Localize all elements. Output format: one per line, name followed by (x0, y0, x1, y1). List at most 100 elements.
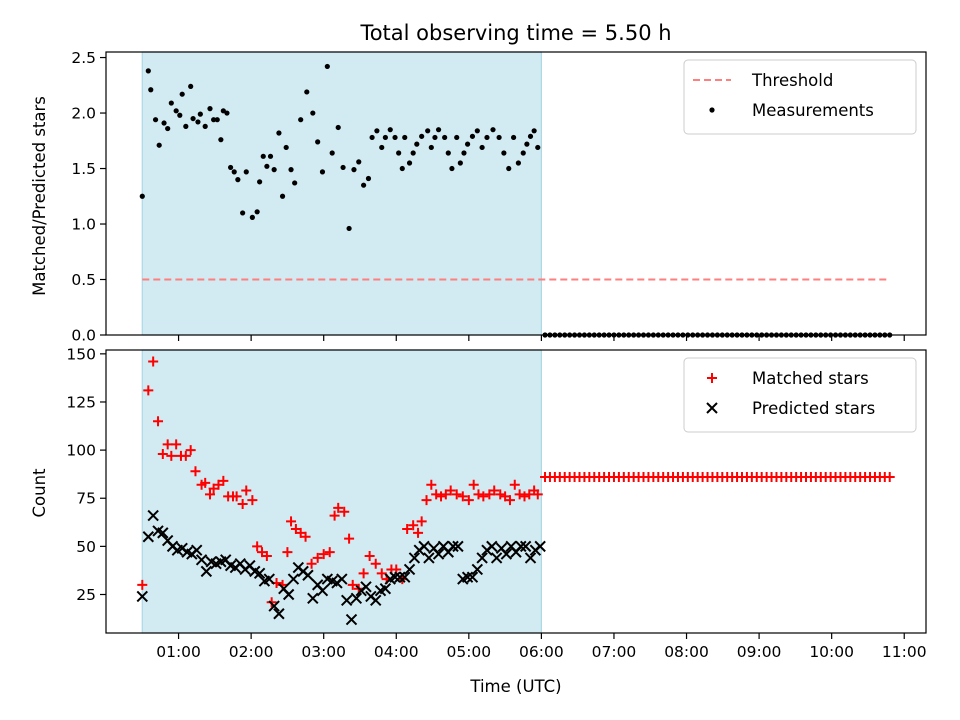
data-point (423, 552, 435, 564)
data-point (318, 549, 329, 560)
x-tick-label: 04:00 (374, 643, 419, 661)
data-point (402, 524, 413, 535)
data-point (162, 439, 173, 450)
data-point (501, 150, 507, 156)
data-point (345, 613, 358, 626)
data-point (143, 385, 154, 396)
y-tick-label: 25 (76, 586, 96, 604)
data-point (402, 134, 408, 141)
x-tick-label: 10:00 (809, 643, 854, 661)
data-point (340, 594, 353, 606)
x-tick-label: 11:00 (882, 643, 927, 661)
data-point (500, 548, 513, 560)
data-point (382, 134, 388, 141)
observing-interval-shade (141, 349, 542, 634)
data-point (413, 527, 424, 538)
data-point (351, 167, 357, 173)
data-point (369, 134, 375, 141)
data-point (389, 571, 401, 583)
data-point (514, 489, 525, 500)
data-point (394, 571, 406, 583)
data-point (179, 91, 185, 97)
data-point (478, 491, 489, 502)
data-point (344, 533, 355, 544)
data-point (191, 544, 203, 556)
data-point (282, 547, 293, 558)
data-point (370, 558, 381, 569)
data-point (137, 579, 148, 590)
data-point (165, 125, 171, 132)
data-point (361, 182, 367, 188)
data-point (520, 150, 526, 156)
y-tick-label: 2.5 (71, 49, 96, 67)
data-point (364, 550, 375, 561)
data-point (489, 485, 500, 496)
data-point (195, 554, 208, 566)
data-point (519, 491, 530, 502)
data-point (180, 450, 191, 461)
y-tick-label: 1.0 (71, 216, 96, 234)
x-tick-label: 01:00 (156, 643, 201, 661)
data-point (376, 568, 387, 579)
data-point (142, 531, 155, 543)
data-point (286, 516, 297, 527)
observing-interval-shade (141, 51, 542, 336)
data-point (204, 489, 215, 500)
data-point (190, 466, 201, 477)
data-point (403, 563, 416, 576)
data-point (214, 117, 220, 123)
data-point (509, 479, 520, 490)
data-point (339, 506, 350, 517)
y-tick-label: 150 (66, 345, 96, 363)
data-point (426, 479, 437, 490)
bottom-panel: 25 50 75 100 125 150 01:00 02:00 03:00 04:00 05:00… (66, 345, 927, 661)
data-point (268, 600, 280, 612)
y-tick-label: 75 (76, 490, 96, 508)
data-point (329, 510, 340, 521)
data-point (464, 141, 471, 147)
y-tick-label: 2.0 (71, 105, 96, 123)
data-point (157, 448, 168, 459)
y-tick-label: 50 (76, 538, 96, 556)
data-point (484, 134, 490, 141)
data-point (490, 552, 503, 564)
data-point (884, 472, 895, 483)
x-axis-label: Time (UTC) (469, 677, 561, 696)
data-point (287, 573, 300, 585)
data-point (524, 552, 537, 564)
data-point (183, 123, 189, 129)
data-point (267, 153, 274, 159)
data-point (200, 477, 211, 488)
data-point (235, 177, 241, 183)
data-point (432, 548, 445, 560)
x-tick-label: 09:00 (737, 643, 782, 661)
data-point (261, 550, 272, 561)
data-point (410, 150, 416, 156)
data-point (471, 563, 484, 576)
chart-title: Total observing time = 5.50 h (359, 21, 671, 45)
data-point (365, 175, 372, 182)
data-point (468, 479, 479, 490)
data-point (527, 133, 534, 139)
data-point (300, 531, 311, 542)
legend-marker (707, 373, 717, 383)
data-point (243, 169, 249, 175)
data-point (156, 142, 162, 148)
data-point (260, 153, 266, 159)
data-point (329, 150, 335, 156)
data-point (347, 579, 358, 590)
legend-marker (709, 107, 715, 113)
data-point (451, 489, 462, 500)
data-point (387, 127, 393, 133)
data-point (336, 573, 348, 585)
x-tick-label: 02:00 (229, 643, 274, 661)
data-point (445, 150, 451, 156)
data-point (263, 573, 275, 585)
data-point (461, 571, 474, 583)
data-point (346, 225, 352, 232)
data-point (304, 89, 310, 95)
data-point (218, 137, 224, 143)
data-point (454, 134, 460, 141)
data-point (506, 165, 512, 172)
data-point (153, 416, 164, 427)
